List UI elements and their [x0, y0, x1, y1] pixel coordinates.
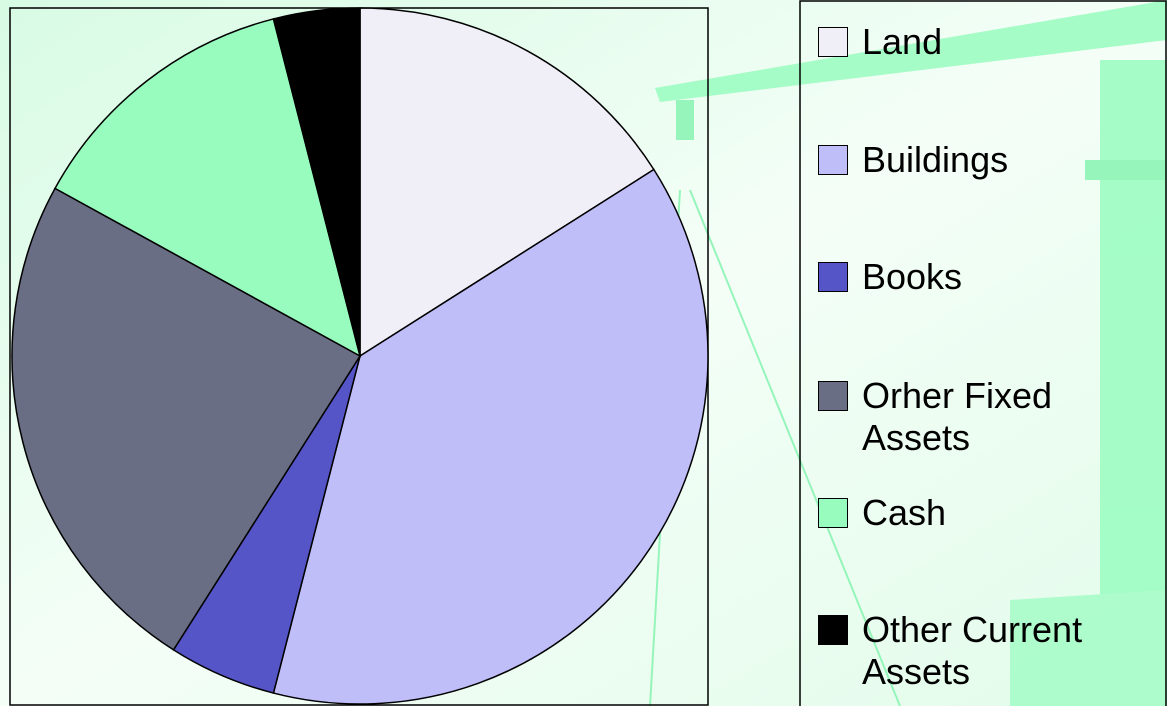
scale-illustration — [649, 0, 1167, 706]
legend-label: Land — [862, 21, 943, 62]
pie-slice — [359, 7, 655, 358]
legend-frame — [799, 0, 1167, 706]
legend-item: Other Current Assets — [818, 609, 1163, 693]
legend-item: Cash — [818, 492, 1163, 534]
legend-swatch — [818, 262, 848, 292]
pie-slice — [54, 18, 362, 358]
legend: Land Buildings Books Orher Fixed Assets Cash… — [800, 0, 1167, 706]
legend-swatch — [818, 27, 848, 57]
legend-label: Buildings — [862, 139, 1009, 180]
legend-swatch — [818, 381, 848, 411]
legend-label: Orher Fixed Assets — [862, 375, 1053, 458]
legend-swatch — [818, 498, 848, 528]
pie — [11, 7, 709, 705]
legend-label: Other Current Assets — [862, 609, 1083, 692]
legend-item: Land — [818, 21, 1163, 63]
legend-swatch — [818, 145, 848, 175]
pie-slice — [11, 187, 362, 651]
legend-item: Books — [818, 256, 1163, 298]
legend-item: Buildings — [818, 139, 1163, 181]
legend-label: Cash — [862, 492, 947, 533]
pie-slice — [272, 168, 709, 705]
legend-swatch — [818, 615, 848, 645]
legend-label: Books — [862, 256, 963, 297]
legend-item: Orher Fixed Assets — [818, 375, 1163, 459]
pie-slice — [272, 7, 361, 357]
